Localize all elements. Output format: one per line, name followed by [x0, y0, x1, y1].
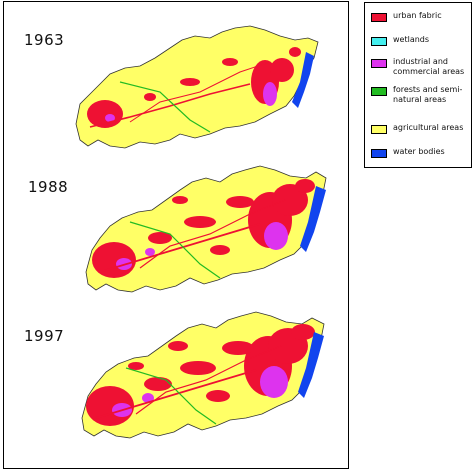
legend-item-water-bodies: water bodies — [371, 147, 467, 158]
land-use-map-1963 — [75, 25, 319, 149]
year-label-1963: 1963 — [24, 31, 65, 49]
map-legend: urban fabric wetlands industrial and com… — [364, 2, 472, 168]
legend-label: urban fabric — [393, 11, 442, 20]
region-outline — [75, 25, 319, 149]
land-use-map-1997 — [81, 311, 325, 439]
year-label-1997: 1997 — [24, 327, 65, 345]
land-use-map-1988 — [85, 165, 327, 293]
year-label-1988: 1988 — [28, 178, 69, 196]
legend-item-industrial-commercial: industrial and commercial areas — [371, 57, 467, 77]
legend-swatch — [371, 59, 387, 68]
legend-swatch — [371, 125, 387, 134]
legend-item-wetlands: wetlands — [371, 35, 467, 46]
legend-item-urban-fabric: urban fabric — [371, 11, 467, 22]
legend-label: wetlands — [393, 35, 430, 44]
legend-item-forests: forests and semi-natural areas — [371, 85, 467, 105]
legend-label: water bodies — [393, 147, 445, 156]
legend-swatch — [371, 13, 387, 22]
legend-swatch — [371, 37, 387, 46]
legend-swatch — [371, 149, 387, 158]
legend-item-agricultural: agricultural areas — [371, 123, 467, 134]
legend-label: forests and semi-natural areas — [393, 85, 463, 104]
legend-swatch — [371, 87, 387, 96]
legend-label: industrial and commercial areas — [393, 57, 465, 76]
legend-label: agricultural areas — [393, 123, 464, 132]
